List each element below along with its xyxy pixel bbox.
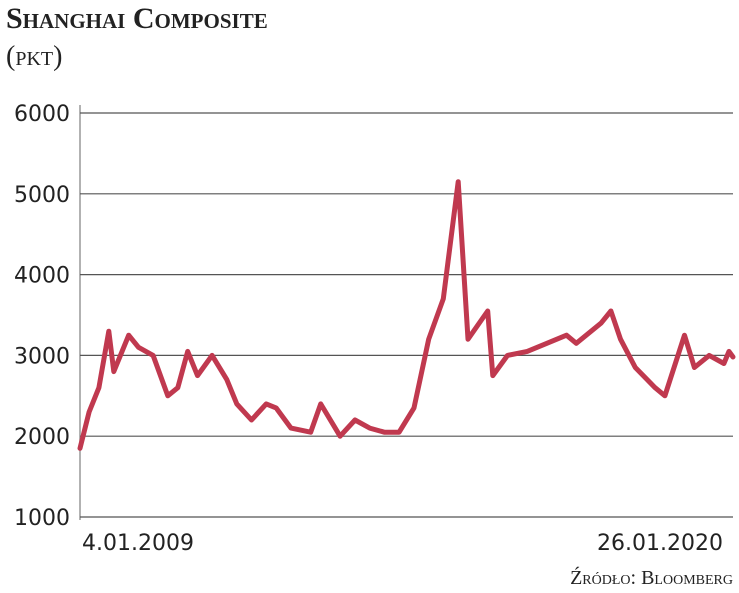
y-tick-label: 3000 <box>14 344 70 369</box>
chart-title: Shanghai Composite <box>6 2 268 35</box>
source: Źródło: Bloomberg <box>570 566 733 589</box>
y-tick-label: 1000 <box>14 506 70 531</box>
y-tick-label: 6000 <box>14 102 70 127</box>
line <box>77 179 736 451</box>
x-tick-label: 26.01.2020 <box>597 531 723 556</box>
y-tick-label: 4000 <box>14 264 70 289</box>
y-tick-label: 5000 <box>14 183 70 208</box>
y-tick-label: 2000 <box>14 425 70 450</box>
x-tick-label: 4.01.2009 <box>82 531 194 556</box>
chart-subtitle: (pkt) <box>6 41 62 72</box>
